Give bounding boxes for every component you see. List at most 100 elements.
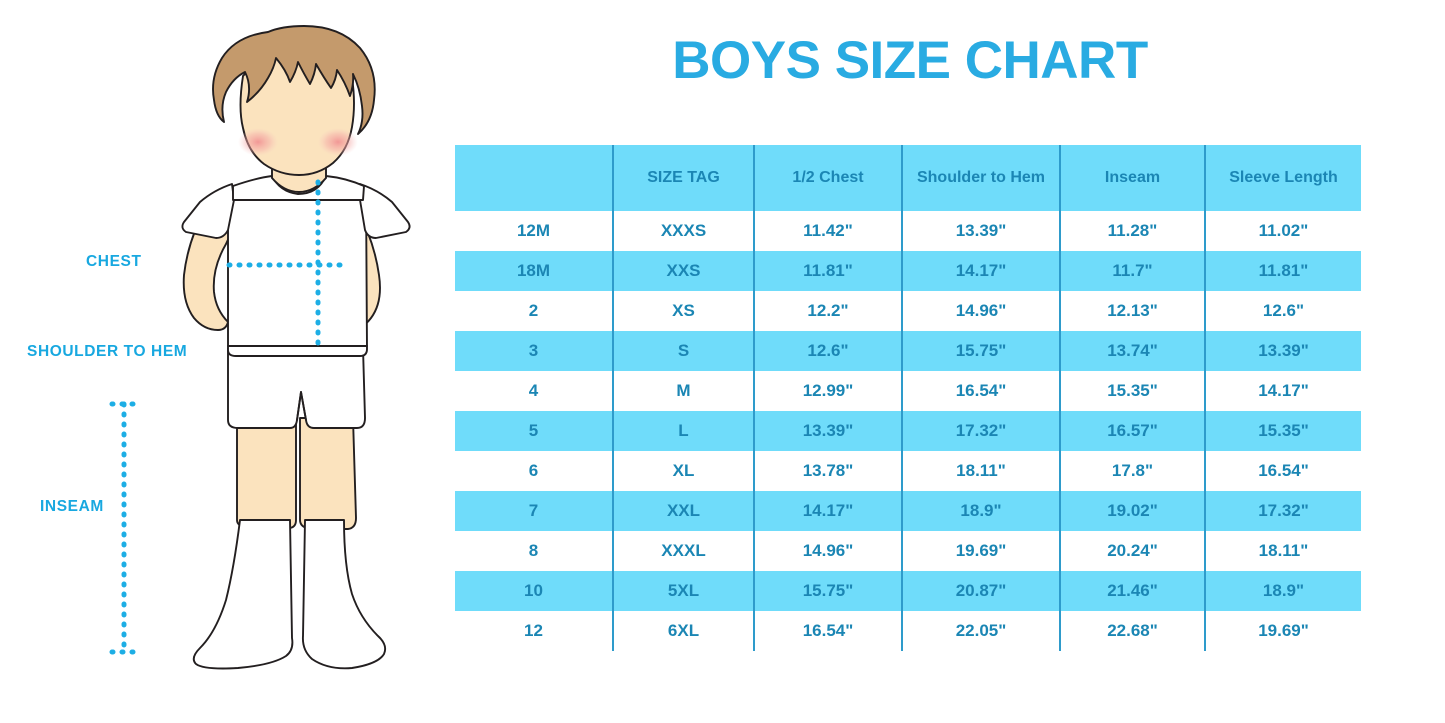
table-row: 6 XL 13.78" 18.11" 17.8" 16.54" — [455, 451, 1361, 491]
table-cell: 17.32" — [901, 411, 1060, 451]
table-cell: XXXL — [612, 531, 754, 571]
shorts-crotch — [296, 391, 307, 421]
page-title: BOYS SIZE CHART — [672, 31, 1148, 90]
table-cell: 14.17" — [901, 251, 1060, 291]
table-cell: 5XL — [612, 571, 754, 611]
table-cell: XXXS — [612, 211, 754, 251]
table-cell: 18.11" — [1204, 531, 1361, 571]
table-cell: 11.42" — [753, 211, 902, 251]
table-cell: 18.9" — [1204, 571, 1361, 611]
table-cell: XXL — [612, 491, 754, 531]
tshirt-collar — [232, 175, 365, 201]
table-cell: L — [612, 411, 754, 451]
table-cell: 13.39" — [1204, 331, 1361, 371]
table-cell: 11.7" — [1059, 251, 1205, 291]
header-row: SIZE TAG 1/2 Chest Shoulder to Hem Insea… — [455, 145, 1361, 211]
header-cell-size — [455, 145, 613, 211]
table-cell: XL — [612, 451, 754, 491]
table-cell: 11.02" — [1204, 211, 1361, 251]
table-row: 5 L 13.39" 17.32" 16.57" 15.35" — [455, 411, 1361, 451]
table-cell: 16.57" — [1059, 411, 1205, 451]
table-cell: 20.24" — [1059, 531, 1205, 571]
label-chest: CHEST — [86, 253, 142, 270]
table-cell: 13.78" — [753, 451, 902, 491]
boy-figure-illustration — [109, 25, 411, 670]
table-cell: 22.68" — [1059, 611, 1205, 651]
table-cell: 15.75" — [901, 331, 1060, 371]
right-sleeve — [359, 183, 411, 239]
table-cell: 4 — [455, 371, 613, 411]
table-row: 4 M 12.99" 16.54" 15.35" 14.17" — [455, 371, 1361, 411]
table-cell: 10 — [455, 571, 613, 611]
table-cell: 13.39" — [901, 211, 1060, 251]
label-inseam: INSEAM — [40, 498, 104, 515]
table-cell: M — [612, 371, 754, 411]
right-foot — [301, 519, 387, 670]
table-cell: 18M — [455, 251, 613, 291]
table-cell: 16.54" — [1204, 451, 1361, 491]
table-cell: 16.54" — [753, 611, 902, 651]
table-cell: 18.9" — [901, 491, 1060, 531]
shorts — [227, 347, 366, 429]
table-row: 18M XXS 11.81" 14.17" 11.7" 11.81" — [455, 251, 1361, 291]
left-arm — [182, 207, 237, 331]
table-cell: 20.87" — [901, 571, 1060, 611]
table-cell: 14.96" — [753, 531, 902, 571]
illustration-panel: CHEST SHOULDER TO HEM INSEAM — [0, 0, 450, 723]
table-cell: 6 — [455, 451, 613, 491]
chart-panel: BOYS SIZE CHART SIZE TAG 1/2 Chest Shoul… — [450, 0, 1445, 723]
size-table-body: 12M XXXS 11.42" 13.39" 11.28" 11.02" 18M XXS 11.… — [455, 211, 1361, 651]
header-cell-shoulder-to-hem: Shoulder to Hem — [901, 145, 1060, 211]
table-cell: 12.13" — [1059, 291, 1205, 331]
header-cell-half-chest: 1/2 Chest — [753, 145, 902, 211]
table-cell: 19.69" — [1204, 611, 1361, 651]
table-cell: XS — [612, 291, 754, 331]
header-cell-sleeve-length: Sleeve Length — [1204, 145, 1361, 211]
left-foot — [192, 519, 294, 670]
table-row: 8 XXXL 14.96" 19.69" 20.24" 18.11" — [455, 531, 1361, 571]
table-cell: 13.39" — [753, 411, 902, 451]
table-cell: 18.11" — [901, 451, 1060, 491]
table-row: 7 XXL 14.17" 18.9" 19.02" 17.32" — [455, 491, 1361, 531]
header-cell-size-tag: SIZE TAG — [612, 145, 754, 211]
table-cell: 14.96" — [901, 291, 1060, 331]
table-cell: 13.74" — [1059, 331, 1205, 371]
left-sleeve — [181, 183, 235, 239]
size-table: SIZE TAG 1/2 Chest Shoulder to Hem Insea… — [455, 145, 1361, 651]
left-leg — [236, 417, 297, 529]
size-table-header: SIZE TAG 1/2 Chest Shoulder to Hem Insea… — [455, 145, 1361, 211]
table-cell: 15.35" — [1059, 371, 1205, 411]
table-cell: 3 — [455, 331, 613, 371]
table-cell: 15.75" — [753, 571, 902, 611]
table-cell: 17.32" — [1204, 491, 1361, 531]
label-shoulder-to-hem: SHOULDER TO HEM — [27, 343, 188, 360]
table-cell: 7 — [455, 491, 613, 531]
table-row: 12 6XL 16.54" 22.05" 22.68" 19.69" — [455, 611, 1361, 651]
table-cell: 14.17" — [1204, 371, 1361, 411]
table-cell: 12.99" — [753, 371, 902, 411]
table-cell: 12.6" — [753, 331, 902, 371]
table-cell: 12 — [455, 611, 613, 651]
table-cell: 5 — [455, 411, 613, 451]
table-row: 3 S 12.6" 15.75" 13.74" 13.39" — [455, 331, 1361, 371]
table-cell: 12M — [455, 211, 613, 251]
table-cell: 15.35" — [1204, 411, 1361, 451]
table-row: 10 5XL 15.75" 20.87" 21.46" 18.9" — [455, 571, 1361, 611]
size-table-container: SIZE TAG 1/2 Chest Shoulder to Hem Insea… — [455, 145, 1361, 651]
table-cell: 11.28" — [1059, 211, 1205, 251]
hair — [212, 25, 376, 135]
left-blush-icon — [238, 128, 278, 156]
table-cell: 19.02" — [1059, 491, 1205, 531]
table-cell: 17.8" — [1059, 451, 1205, 491]
table-cell: 12.6" — [1204, 291, 1361, 331]
right-leg — [299, 417, 357, 530]
table-cell: 11.81" — [1204, 251, 1361, 291]
table-cell: 14.17" — [753, 491, 902, 531]
table-cell: 8 — [455, 531, 613, 571]
table-cell: 2 — [455, 291, 613, 331]
table-row: 12M XXXS 11.42" 13.39" 11.28" 11.02" — [455, 211, 1361, 251]
table-cell: 19.69" — [901, 531, 1060, 571]
table-cell: 16.54" — [901, 371, 1060, 411]
right-blush-icon — [318, 128, 358, 156]
